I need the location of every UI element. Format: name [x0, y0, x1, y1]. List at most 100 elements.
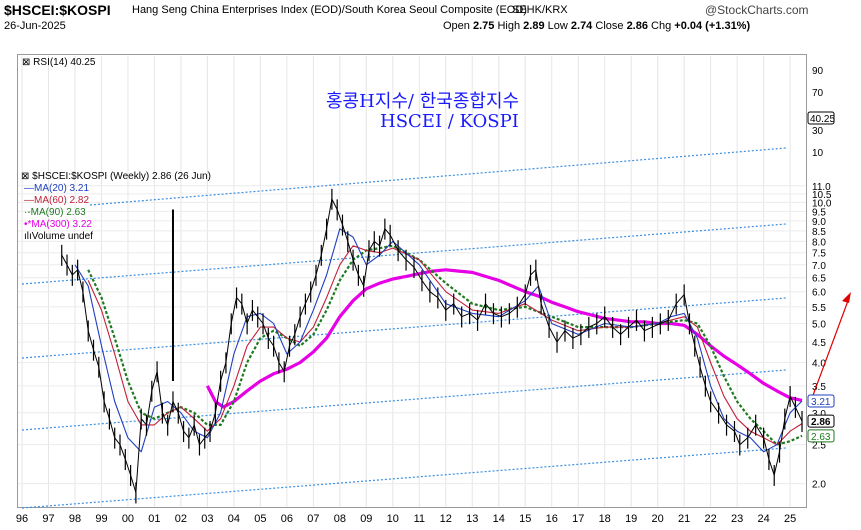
close-label: Close: [595, 20, 624, 32]
svg-text:40.25: 40.25: [810, 114, 835, 125]
x-tick-label: 20: [652, 513, 664, 525]
channel-line: [89, 147, 787, 206]
x-tick-label: 22: [705, 513, 717, 525]
x-tick-label: 03: [201, 513, 213, 525]
high-label: High: [497, 20, 521, 32]
ma300-legend-text: *MA(300) 3.22: [27, 219, 92, 230]
ma20-legend-text: MA(20) 3.21: [34, 183, 90, 194]
y-tick-label: 8.5: [812, 227, 826, 238]
x-tick-label: 14: [493, 513, 505, 525]
ma300-line: [205, 268, 803, 409]
x-tick-label: 18: [599, 513, 611, 525]
channel-line: [21, 223, 787, 285]
exchange-label: SEHK/KRX: [512, 4, 568, 16]
chart-panel[interactable]: [17, 54, 807, 508]
x-tick-label: 19: [625, 513, 637, 525]
x-tick-label: 97: [42, 513, 54, 525]
y-tick-label: 6.5: [812, 274, 826, 285]
ma20-value-badge: 3.21: [807, 394, 835, 408]
rsi-tick-label: 70: [812, 88, 824, 99]
ohlc-readout: Open 2.75 High 2.89 Low 2.74 Close 2.86 …: [443, 20, 750, 32]
svg-text:2.86: 2.86: [811, 417, 831, 428]
annotation-korean: 홍콩H지수/ 한국종합지수: [326, 91, 520, 112]
x-tick-label: 10: [387, 513, 399, 525]
y-tick-label: 3.0: [812, 409, 826, 420]
ma90-legend: ·-MA(90) 2.63: [24, 207, 86, 218]
ma60-legend-swatch: —: [24, 195, 34, 206]
x-tick-label: 96: [16, 513, 28, 525]
y-tick-label: 6.0: [812, 288, 826, 299]
ma300-legend: •*MA(300) 3.22: [24, 219, 92, 230]
x-tick-label: 21: [678, 513, 690, 525]
y-tick-label: 3.5: [812, 382, 826, 393]
low-label: Low: [547, 20, 568, 32]
close-value: 2.86: [626, 20, 648, 32]
chart-date: 26-Jun-2025: [4, 20, 66, 32]
y-tick-label: 5.0: [812, 320, 826, 331]
y-tick-label: 9.0: [812, 217, 826, 228]
ma90-legend-text: MA(90) 2.63: [30, 207, 86, 218]
rsi-tick-label: 30: [812, 126, 824, 137]
y-tick-label: 5.5: [812, 303, 826, 314]
open-value: 2.75: [472, 20, 495, 32]
ma20-legend: —MA(20) 3.21: [24, 183, 89, 194]
x-tick-label: 13: [466, 513, 478, 525]
x-tick-label: 25: [784, 513, 796, 525]
x-tick-label: 23: [731, 513, 743, 525]
volume-legend-icon: ılı: [24, 231, 32, 242]
y-tick-label: 9.5: [812, 207, 826, 218]
x-tick-label: 05: [254, 513, 266, 525]
ma90-legend-swatch: ·-: [24, 207, 31, 218]
svg-text:2.63: 2.63: [811, 432, 831, 443]
x-tick-label: 04: [228, 513, 240, 525]
x-tick-label: 12: [440, 513, 452, 525]
svg-text:3.21: 3.21: [811, 397, 831, 408]
x-tick-label: 24: [757, 513, 769, 525]
y-tick-label: 4.5: [812, 338, 826, 349]
x-tick-label: 07: [307, 513, 319, 525]
y-tick-label: 2.5: [812, 441, 826, 452]
annotation-english: HSCEI / KOSPI: [380, 111, 519, 132]
y-tick-label: 7.0: [812, 261, 826, 272]
ma20-legend-swatch: —: [24, 183, 34, 194]
rsi-tick-label: 10: [812, 148, 824, 159]
chg-label: Chg: [651, 20, 672, 32]
ma300-legend-swatch: •: [24, 219, 28, 230]
y-tick-label: 4.0: [812, 359, 826, 370]
x-tick-label: 01: [148, 513, 160, 525]
price-legend-text: $HSCEI:$KOSPI (Weekly) 2.86 (26 Jun): [32, 171, 211, 182]
x-tick-label: 99: [95, 513, 107, 525]
ma60-line: [87, 245, 803, 446]
ma90-value-badge: 2.63: [807, 429, 835, 443]
trend-arrow-head: [842, 292, 851, 303]
main-legend: ⊠ $HSCEI:$KOSPI (Weekly) 2.86 (26 Jun): [21, 171, 211, 182]
stockcharts-brand[interactable]: @StockCharts.com: [705, 3, 809, 17]
ma60-legend-text: MA(60) 2.82: [34, 195, 90, 206]
x-tick-label: 09: [360, 513, 372, 525]
x-tick-label: 16: [546, 513, 558, 525]
chart-description: Hang Seng China Enterprises Index (EOD)/…: [132, 4, 527, 16]
x-tick-label: 06: [281, 513, 293, 525]
y-tick-label: 10.0: [812, 198, 832, 209]
x-tick-label: 02: [175, 513, 187, 525]
y-tick-label: 10.5: [812, 190, 832, 201]
rsi-legend: ⊠ RSI(14) 40.25: [22, 57, 95, 68]
rsi-value-badge: 40.25: [807, 111, 835, 125]
x-tick-label: 15: [519, 513, 531, 525]
chg-value: +0.04 (+1.31%): [674, 20, 751, 32]
close-value-badge: 2.86: [807, 414, 835, 428]
x-tick-label: 98: [69, 513, 81, 525]
x-tick-label: 17: [572, 513, 584, 525]
open-label: Open: [443, 20, 470, 32]
y-tick-label: 11.0: [812, 182, 831, 193]
price-line: [61, 198, 803, 494]
trend-arrow-line: [811, 297, 850, 399]
rsi-legend-icon: ⊠: [22, 57, 31, 68]
rsi-legend-text: RSI(14) 40.25: [33, 57, 96, 68]
volume-legend: ılıVolume undef: [24, 231, 93, 242]
y-tick-label: 2.0: [812, 480, 826, 491]
ma60-legend: —MA(60) 2.82: [24, 195, 89, 206]
x-tick-label: 11: [414, 513, 425, 525]
volume-legend-text: Volume undef: [31, 231, 93, 242]
